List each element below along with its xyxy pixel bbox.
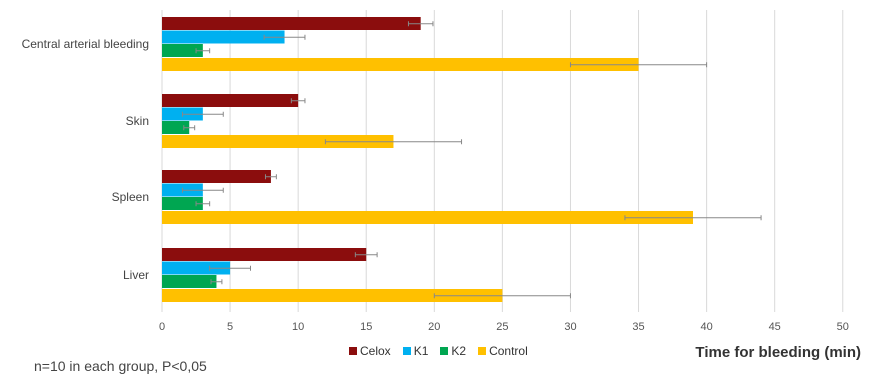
bar-k1-3: [162, 261, 231, 275]
x-tick-labels: 0 5 10 15 20 25 30 35 40 45 50: [159, 321, 849, 333]
legend-swatch: [402, 347, 411, 355]
category-label: Central arterial bleeding: [22, 37, 149, 51]
bar-k2-0: [162, 44, 203, 57]
legend-item-k2: K2: [440, 344, 466, 358]
bar-control-3: [162, 289, 503, 302]
x-tick-label: 25: [496, 321, 508, 333]
bar-celox-1: [162, 94, 299, 107]
legend-label: K1: [413, 344, 429, 358]
legend: Celox K1 K2 Control: [349, 344, 528, 358]
bar-celox-2: [162, 170, 271, 183]
legend-label: Celox: [360, 344, 391, 358]
legend-swatch: [349, 347, 357, 355]
x-axis-title: Time for bleeding (min): [695, 344, 861, 361]
x-tick-label: 50: [837, 321, 849, 333]
bar-control-0: [162, 58, 639, 71]
bar-control-2: [162, 211, 693, 224]
error-bars: [181, 21, 762, 299]
x-tick-label: 10: [292, 321, 304, 333]
bar-celox-0: [162, 17, 421, 30]
grid-lines: [161, 10, 844, 312]
category-label: Spleen: [112, 190, 149, 204]
bar-celox-3: [162, 248, 367, 261]
legend-label: K2: [451, 344, 467, 358]
legend-swatch: [440, 347, 449, 355]
legend-item-control: Control: [478, 344, 528, 358]
x-tick-label: 0: [159, 321, 165, 333]
category-label: Skin: [126, 114, 149, 128]
x-tick-label: 40: [700, 321, 712, 333]
bar-control-1: [162, 135, 394, 148]
category-labels: Central arterial bleeding Skin Spleen Liver: [22, 37, 149, 282]
legend-item-celox: Celox: [349, 344, 391, 358]
x-tick-label: 5: [227, 321, 233, 333]
x-tick-label: 35: [632, 321, 644, 333]
bar-k2-2: [162, 197, 203, 210]
x-tick-label: 15: [360, 321, 372, 333]
legend-label: Control: [489, 344, 528, 358]
legend-item-k1: K1: [402, 344, 429, 358]
bar-k1-0: [162, 30, 285, 44]
x-tick-label: 45: [769, 321, 781, 333]
bar-k2-3: [162, 275, 217, 288]
bar-k2-1: [162, 121, 190, 134]
category-label: Liver: [123, 268, 149, 282]
x-tick-label: 20: [428, 321, 440, 333]
footnote: n=10 in each group, P<0,05: [34, 358, 207, 374]
legend-swatch: [478, 347, 487, 355]
bars: [162, 17, 693, 302]
x-tick-label: 30: [564, 321, 576, 333]
